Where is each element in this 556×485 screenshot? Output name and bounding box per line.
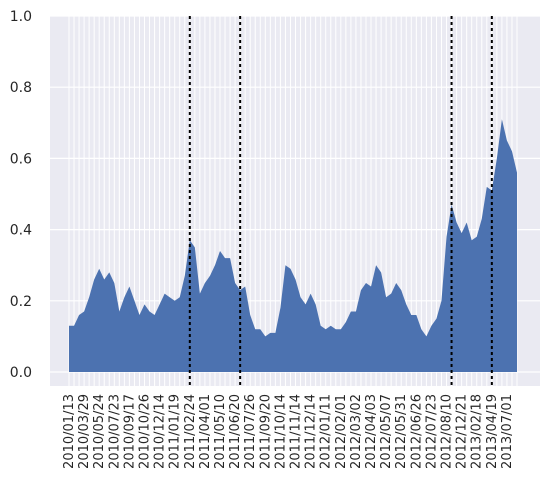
x-tick-label: 2013/07/01 <box>500 394 515 469</box>
x-tick-label: 2010/07/23 <box>107 394 122 469</box>
x-tick-label: 2011/04/01 <box>198 394 213 469</box>
x-tick-label: 2012/01/11 <box>319 394 334 469</box>
y-tick-label: 0.4 <box>10 223 32 239</box>
y-tick-label: 0.8 <box>10 80 32 96</box>
x-tick-label: 2011/09/20 <box>258 394 273 469</box>
x-tick-label: 2010/01/13 <box>62 394 77 469</box>
x-tick-label: 2011/11/14 <box>289 394 304 469</box>
x-tick-label: 2010/12/14 <box>153 394 168 469</box>
y-tick-label: 0.6 <box>10 151 32 167</box>
y-tick-label: 0.0 <box>10 365 32 381</box>
x-tick-label: 2010/03/29 <box>77 394 92 469</box>
x-tick-label: 2011/07/26 <box>243 394 258 469</box>
y-tick-label: 1.0 <box>10 9 32 25</box>
x-tick-label: 2013/04/19 <box>485 394 500 469</box>
y-axis-tick-labels: 0.0 0.2 0.4 0.6 0.8 1.0 <box>10 9 32 381</box>
x-tick-label: 2012/05/31 <box>394 394 409 469</box>
x-axis-tick-labels: 2010/01/13 2010/03/29 2010/05/24 2010/07/23… <box>62 394 515 469</box>
x-tick-label: 2011/10/14 <box>273 394 288 469</box>
x-tick-label: 2012/06/26 <box>409 394 424 469</box>
area-series <box>69 119 517 373</box>
x-tick-label: 2012/04/03 <box>364 394 379 469</box>
x-tick-label: 2012/07/23 <box>424 394 439 469</box>
vertical-reference-lines <box>188 16 493 386</box>
x-tick-label: 2012/12/21 <box>455 394 470 469</box>
x-tick-label: 2010/05/24 <box>92 394 107 469</box>
x-tick-label: 2011/01/19 <box>168 394 183 469</box>
x-tick-label: 2011/02/24 <box>183 394 198 469</box>
x-tick-label: 2012/02/01 <box>334 394 349 469</box>
x-tick-label: 2013/02/18 <box>470 394 485 469</box>
x-tick-label: 2010/09/17 <box>122 394 137 469</box>
x-tick-label: 2012/03/02 <box>349 394 364 469</box>
x-tick-label: 2012/05/07 <box>379 394 394 469</box>
x-tick-label: 2011/12/14 <box>304 394 319 469</box>
x-tick-label: 2011/06/20 <box>228 394 243 469</box>
x-tick-label: 2012/08/10 <box>440 394 455 469</box>
x-tick-label: 2011/05/10 <box>213 394 228 469</box>
x-tick-label: 2010/10/26 <box>138 394 153 469</box>
y-tick-label: 0.2 <box>10 294 32 310</box>
